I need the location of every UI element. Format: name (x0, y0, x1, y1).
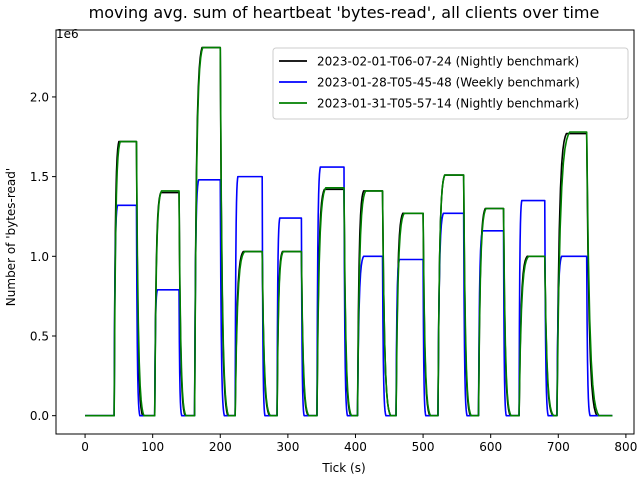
y-axis: 0.0 0.5 1.0 1.5 2.0 (30, 90, 56, 423)
series-line-3 (85, 46, 613, 417)
x-tick-label: 0 (81, 440, 89, 454)
legend-entry: 2023-01-31-T05-57-14 (Nightly benchmark) (317, 97, 579, 111)
y-tick-label: 0.0 (30, 409, 49, 423)
x-tick-label: 200 (209, 440, 232, 454)
legend-entry: 2023-01-28-T05-45-48 (Weekly benchmark) (317, 76, 580, 90)
y-tick-label: 1.0 (30, 250, 49, 264)
legend: 2023-02-01-T06-07-24 (Nightly benchmark)… (272, 47, 629, 120)
x-tick-label: 500 (412, 440, 435, 454)
series-layer (85, 46, 613, 417)
y-axis-label: Number of 'bytes-read' (4, 168, 18, 306)
y-offset-label: 1e6 (56, 27, 79, 41)
y-tick-label: 0.5 (30, 329, 49, 343)
x-tick-label: 700 (547, 440, 570, 454)
x-tick-label: 300 (276, 440, 299, 454)
y-tick-label: 1.5 (30, 170, 49, 184)
legend-entry: 2023-02-01-T06-07-24 (Nightly benchmark) (317, 55, 579, 69)
x-axis-label: Tick (s) (321, 461, 365, 475)
chart-title: moving avg. sum of heartbeat 'bytes-read… (89, 3, 600, 22)
x-tick-label: 800 (614, 440, 637, 454)
axes-frame (55, 29, 635, 435)
x-tick-label: 600 (479, 440, 502, 454)
x-tick-label: 100 (141, 440, 164, 454)
plot-area (55, 29, 635, 435)
y-tick-label: 2.0 (30, 90, 49, 104)
x-tick-label: 400 (344, 440, 367, 454)
legend-box (272, 47, 629, 120)
x-axis: 0 100 200 300 400 500 600 700 800 (81, 434, 637, 454)
